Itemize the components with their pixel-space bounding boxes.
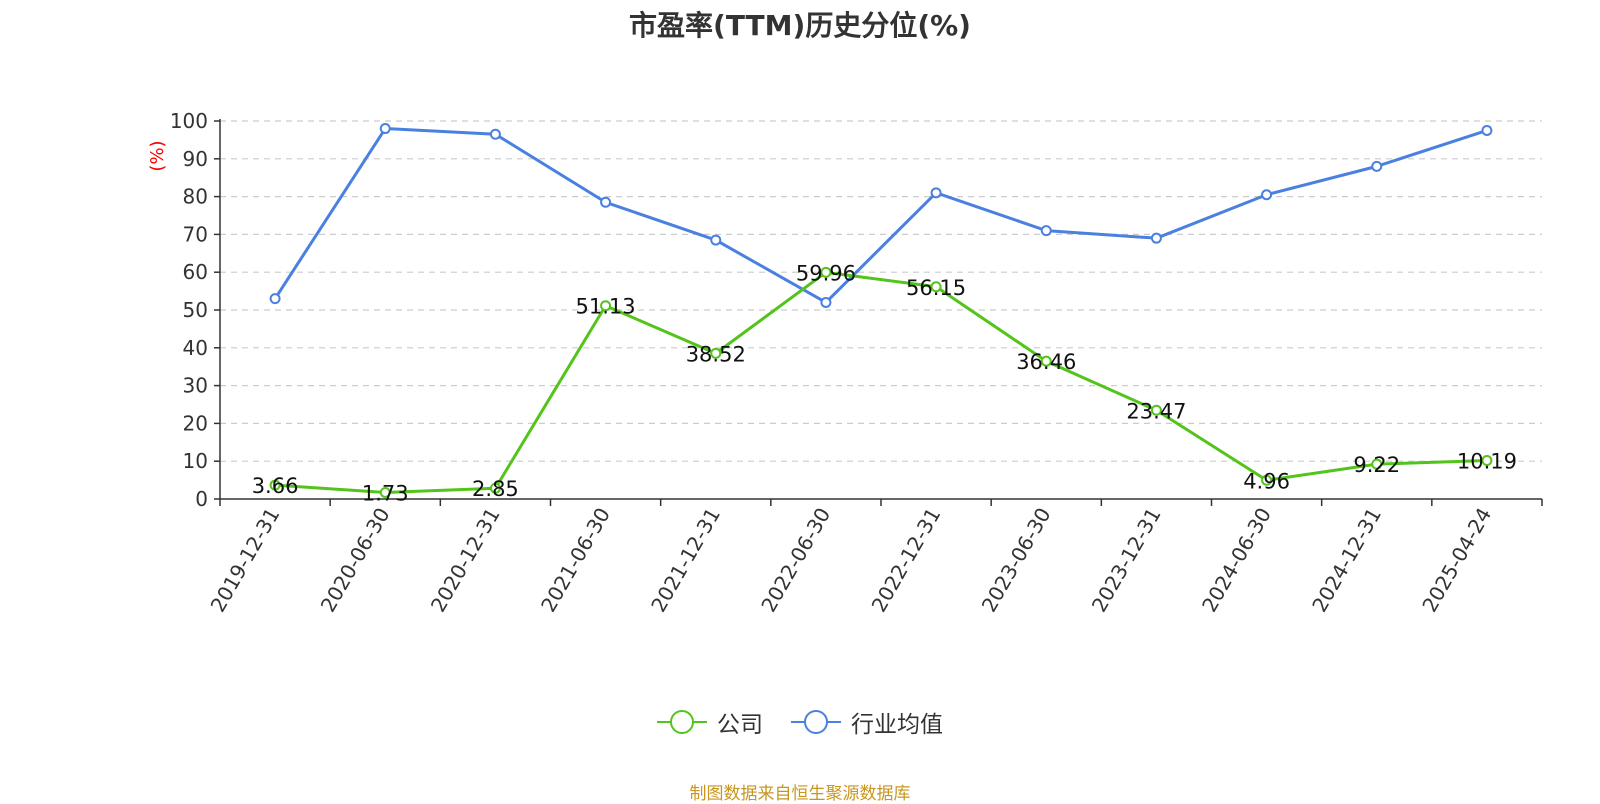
chart-title: 市盈率(TTM)历史分位(%) [629,9,971,42]
data-point-1[interactable] [1261,189,1273,201]
data-point-1[interactable] [1150,232,1162,244]
y-tick-label: 60 [183,260,208,284]
x-tick-label: 2025-04-24 [1417,504,1496,617]
data-point-1[interactable] [1481,124,1493,136]
data-point-1[interactable] [489,128,501,140]
data-point-0[interactable] [710,347,722,359]
y-tick-label: 50 [183,298,208,322]
data-point-0[interactable] [1040,355,1052,367]
legend-label: 公司 [717,712,763,738]
data-point-0[interactable] [489,482,501,494]
data-point-0[interactable] [930,281,942,293]
y-tick-label: 10 [183,449,208,473]
x-tick-label: 2019-12-31 [206,504,285,617]
y-tick-label: 100 [170,109,208,133]
data-label: 38.52 [686,342,746,366]
data-point-1[interactable] [820,296,832,308]
data-label: 10.19 [1457,449,1517,473]
x-tick-label: 2023-06-30 [977,504,1056,617]
series-line-1 [273,127,1488,304]
data-point-0[interactable] [1150,404,1162,416]
source-note: 制图数据来自恒生聚源数据库 [689,784,911,804]
legend-item-0[interactable]: 公司 [657,705,763,739]
legend-line-circle-icon [791,709,841,735]
data-label: 1.73 [362,481,409,505]
x-tick-label: 2020-06-30 [316,504,395,617]
data-point-0[interactable] [269,479,281,491]
data-point-0[interactable] [1371,458,1383,470]
axes: 0 10 20 30 40 50 60 70 80 90 100(%) 2019-12-31 2020-… [147,109,1543,617]
legend: 公司 行业均值 [0,705,1600,739]
data-point-0[interactable] [379,486,391,498]
x-tick-label: 2024-12-31 [1307,504,1386,617]
data-label: 56.15 [906,276,966,300]
data-point-0[interactable] [600,300,612,312]
y-tick-label: 90 [183,147,208,171]
grid-lines [220,120,1542,462]
data-point-1[interactable] [269,293,281,305]
x-tick-label: 2021-06-30 [536,504,615,617]
y-axis-unit-label: (%) [147,140,168,171]
legend-line-circle-icon [657,709,707,735]
data-point-0[interactable] [1481,454,1493,466]
data-point-1[interactable] [1371,160,1383,172]
series-line-0 [274,270,1487,494]
x-tick-label: 2022-06-30 [756,504,835,617]
y-tick-label: 30 [183,374,208,398]
x-tick-label: 2022-12-31 [867,503,946,616]
data-point-0[interactable] [1261,474,1273,486]
y-tick-label: 0 [195,487,208,511]
legend-label: 行业均值 [851,712,943,738]
data-label: 59.96 [796,261,856,285]
y-tick-label: 40 [183,336,208,360]
x-tick-label: 2020-12-31 [426,503,505,616]
y-tick-label: 80 [183,185,208,209]
legend-item-1[interactable]: 行业均值 [791,705,943,739]
y-tick-label: 20 [183,411,208,435]
y-tick-label: 70 [183,222,208,246]
x-tick-label: 2023-12-31 [1087,504,1166,617]
data-point-1[interactable] [600,196,612,208]
data-label: 4.96 [1243,469,1290,493]
series-points[interactable] [269,123,1493,498]
series-lines [273,127,1488,494]
data-point-1[interactable] [379,123,391,135]
data-label: 3.66 [252,474,299,498]
data-label: 23.47 [1126,399,1186,423]
data-label: 51.13 [576,295,636,319]
data-point-1[interactable] [710,234,722,246]
data-label: 2.85 [472,477,519,501]
data-label: 36.46 [1016,350,1076,374]
data-labels: 3.66 1.73 2.85 51.13 38.52 59.96 56.15 36.46 23.… [252,261,1517,505]
data-point-0[interactable] [820,266,832,278]
x-tick-label: 2024-06-30 [1197,504,1276,617]
data-point-1[interactable] [930,187,942,199]
x-tick-label: 2021-12-31 [646,504,725,617]
data-point-1[interactable] [1040,225,1052,237]
data-label: 9.22 [1353,453,1400,477]
